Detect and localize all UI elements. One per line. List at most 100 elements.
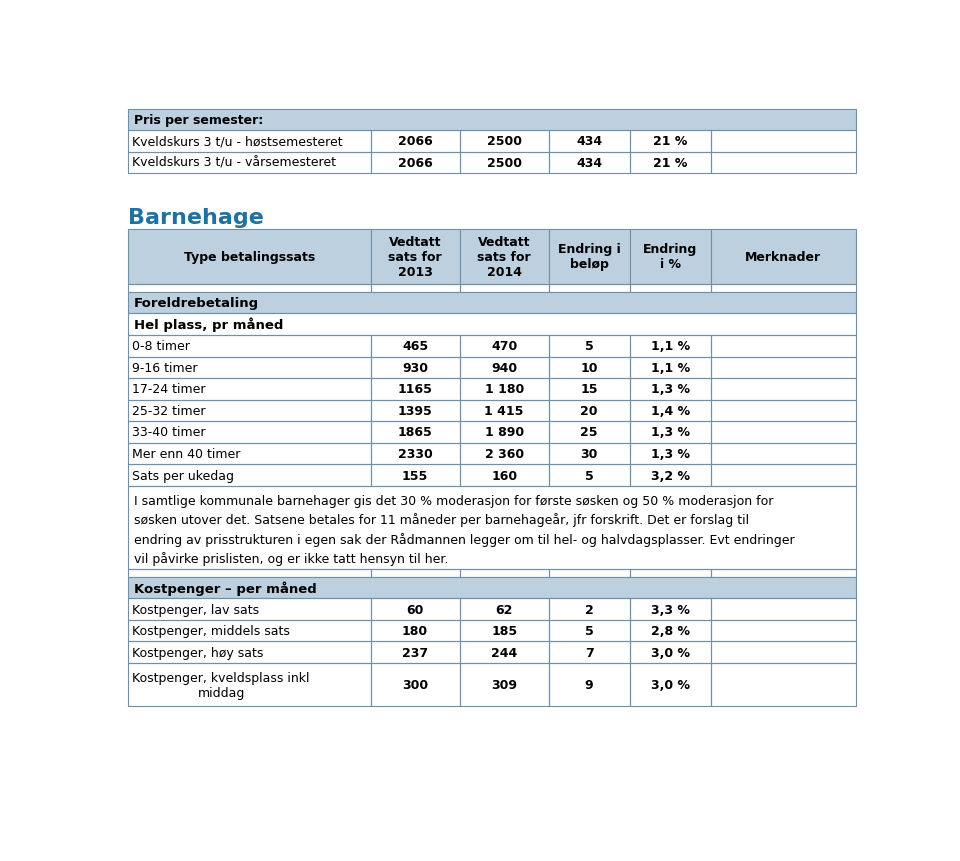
Bar bbox=[549, 357, 630, 379]
Bar bbox=[371, 285, 460, 293]
Bar bbox=[460, 229, 549, 285]
Bar bbox=[710, 422, 856, 443]
Text: 15: 15 bbox=[581, 383, 598, 396]
Bar bbox=[128, 293, 856, 314]
Bar bbox=[371, 336, 460, 357]
Bar bbox=[371, 443, 460, 465]
Text: 930: 930 bbox=[402, 362, 428, 375]
Text: Merknader: Merknader bbox=[745, 251, 822, 263]
Bar bbox=[710, 285, 856, 293]
Bar bbox=[549, 229, 630, 285]
Bar bbox=[128, 285, 371, 293]
Bar bbox=[128, 109, 856, 131]
Text: 2500: 2500 bbox=[487, 135, 521, 148]
Bar bbox=[710, 229, 856, 285]
Text: 1,3 %: 1,3 % bbox=[651, 448, 689, 461]
Text: Sats per ukedag: Sats per ukedag bbox=[132, 469, 234, 482]
Text: Endring
i %: Endring i % bbox=[643, 243, 697, 271]
Bar bbox=[128, 577, 856, 598]
Text: 1,3 %: 1,3 % bbox=[651, 383, 689, 396]
Bar bbox=[549, 131, 630, 152]
Bar bbox=[128, 336, 371, 357]
Bar bbox=[128, 357, 371, 379]
Bar bbox=[128, 314, 856, 336]
Bar bbox=[710, 131, 856, 152]
Bar bbox=[128, 443, 371, 465]
Bar bbox=[710, 357, 856, 379]
Bar bbox=[460, 422, 549, 443]
Bar bbox=[371, 357, 460, 379]
Text: 2066: 2066 bbox=[397, 135, 432, 148]
Text: Kveldskurs 3 t/u - vårsemesteret: Kveldskurs 3 t/u - vårsemesteret bbox=[132, 157, 336, 170]
Text: 2066: 2066 bbox=[397, 157, 432, 170]
Bar bbox=[710, 465, 856, 486]
Bar bbox=[630, 569, 710, 577]
Text: Kostpenger, lav sats: Kostpenger, lav sats bbox=[132, 603, 259, 616]
Bar bbox=[630, 641, 710, 663]
Bar bbox=[460, 465, 549, 486]
Bar bbox=[128, 465, 371, 486]
Text: Vedtatt
sats for
2014: Vedtatt sats for 2014 bbox=[477, 236, 531, 279]
Bar bbox=[371, 152, 460, 174]
Bar bbox=[630, 663, 710, 706]
Text: Mer enn 40 timer: Mer enn 40 timer bbox=[132, 448, 241, 461]
Text: 1 415: 1 415 bbox=[485, 405, 524, 418]
Bar bbox=[460, 357, 549, 379]
Bar bbox=[371, 663, 460, 706]
Text: 20: 20 bbox=[581, 405, 598, 418]
Bar bbox=[128, 229, 371, 285]
Text: 3,2 %: 3,2 % bbox=[651, 469, 689, 482]
Text: 2500: 2500 bbox=[487, 157, 521, 170]
Text: 3,3 %: 3,3 % bbox=[651, 603, 689, 616]
Text: 0-8 timer: 0-8 timer bbox=[132, 340, 190, 353]
Bar bbox=[128, 229, 371, 285]
Text: 25: 25 bbox=[581, 426, 598, 439]
Text: 10: 10 bbox=[581, 362, 598, 375]
Bar bbox=[460, 379, 549, 400]
Text: 2: 2 bbox=[585, 603, 593, 616]
Text: Type betalingssats: Type betalingssats bbox=[183, 251, 315, 263]
Text: 21 %: 21 % bbox=[653, 135, 687, 148]
Bar bbox=[630, 229, 710, 285]
Text: Barnehage: Barnehage bbox=[128, 208, 264, 228]
Bar bbox=[371, 229, 460, 285]
Bar bbox=[549, 443, 630, 465]
Bar bbox=[128, 620, 371, 641]
Bar bbox=[630, 357, 710, 379]
Bar bbox=[460, 285, 549, 293]
Text: Foreldrebetaling: Foreldrebetaling bbox=[134, 297, 259, 310]
Bar bbox=[710, 598, 856, 620]
Bar bbox=[371, 422, 460, 443]
Bar bbox=[630, 443, 710, 465]
Bar bbox=[549, 569, 630, 577]
Bar bbox=[460, 400, 549, 422]
Bar bbox=[371, 465, 460, 486]
Bar bbox=[630, 285, 710, 293]
Bar bbox=[549, 620, 630, 641]
Bar bbox=[549, 641, 630, 663]
Text: 1165: 1165 bbox=[397, 383, 433, 396]
Text: 30: 30 bbox=[581, 448, 598, 461]
Bar bbox=[128, 152, 371, 174]
Text: 434: 434 bbox=[576, 157, 602, 170]
Text: 155: 155 bbox=[402, 469, 428, 482]
Text: 3,0 %: 3,0 % bbox=[651, 678, 689, 691]
Bar bbox=[549, 379, 630, 400]
Text: 244: 244 bbox=[491, 646, 517, 659]
Bar bbox=[128, 293, 856, 314]
Bar bbox=[371, 569, 460, 577]
Text: 1,3 %: 1,3 % bbox=[651, 426, 689, 439]
Bar bbox=[128, 663, 371, 706]
Text: Pris per semester:: Pris per semester: bbox=[134, 114, 263, 127]
Text: 5: 5 bbox=[585, 624, 593, 637]
Bar bbox=[460, 663, 549, 706]
Text: 33-40 timer: 33-40 timer bbox=[132, 426, 205, 439]
Text: 5: 5 bbox=[585, 340, 593, 353]
Bar bbox=[460, 598, 549, 620]
Text: 1395: 1395 bbox=[397, 405, 432, 418]
Bar bbox=[630, 336, 710, 357]
Text: 1 890: 1 890 bbox=[485, 426, 524, 439]
Bar bbox=[549, 598, 630, 620]
Text: 62: 62 bbox=[495, 603, 513, 616]
Bar bbox=[128, 598, 371, 620]
